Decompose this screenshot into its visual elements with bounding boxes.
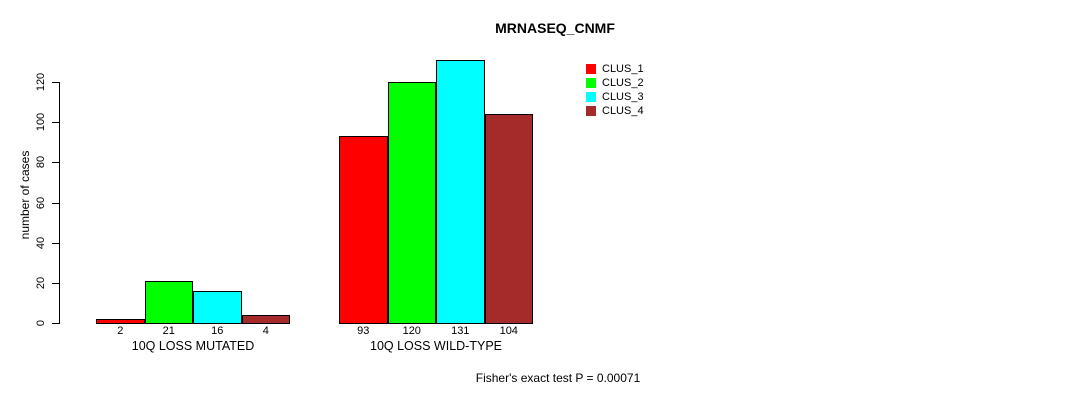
legend-label: CLUS_4 [602,105,644,117]
legend-item: CLUS_1 [586,62,644,76]
bar-clus_1-2 [339,136,388,324]
legend: CLUS_1 CLUS_2 CLUS_3 CLUS_4 [586,62,644,118]
y-axis-tick [52,82,59,83]
bar-value-label: 16 [211,325,224,337]
x-category-label: 10Q LOSS MUTATED [131,339,255,353]
y-axis-tick [52,242,59,244]
y-tick-label: 60 [35,196,47,209]
footer-stat-text: Fisher's exact test P = 0.00071 [475,371,641,385]
y-axis-tick [52,122,59,124]
y-axis-tick [52,323,59,324]
legend-label: CLUS_1 [602,63,644,75]
legend-label: CLUS_2 [602,77,644,89]
legend-swatch-clus_4 [586,106,596,116]
y-tick-label: 40 [35,236,47,249]
legend-item: CLUS_2 [586,76,644,90]
y-tick-label: 100 [35,112,47,132]
bar-value-label: 131 [451,325,470,337]
bar-clus_4-1 [241,314,290,324]
legend-swatch-clus_2 [586,78,596,88]
bar-clus_2-2 [387,82,436,324]
bar-clus_4-2 [484,114,533,324]
y-tick-label: 120 [35,72,47,92]
legend-label: CLUS_3 [602,91,644,103]
y-axis-tick [52,202,59,204]
bar-value-label: 4 [262,325,269,337]
bar-value-label: 21 [162,325,175,337]
legend-item: CLUS_3 [586,90,644,104]
bar-value-label: 120 [402,325,421,337]
bar-clus_1-1 [96,318,145,324]
y-tick-label: 0 [35,319,47,327]
bar-clus_2-1 [144,280,193,324]
bar-clus_3-2 [436,59,485,324]
y-axis-tick [52,162,59,164]
legend-swatch-clus_3 [586,92,596,102]
y-axis-tick [52,282,59,284]
y-tick-label: 20 [35,276,47,289]
bar-clus_3-1 [193,290,242,324]
y-axis-line [59,82,60,324]
chart-title: MRNASEQ_CNMF [495,20,615,36]
bar-value-label: 93 [357,325,370,337]
bar-value-label: 2 [117,325,124,337]
legend-swatch-clus_1 [586,64,596,74]
x-category-label: 10Q LOSS WILD-TYPE [370,339,502,353]
legend-item: CLUS_4 [586,104,644,118]
y-tick-label: 80 [35,156,47,169]
bar-value-label: 104 [499,325,518,337]
